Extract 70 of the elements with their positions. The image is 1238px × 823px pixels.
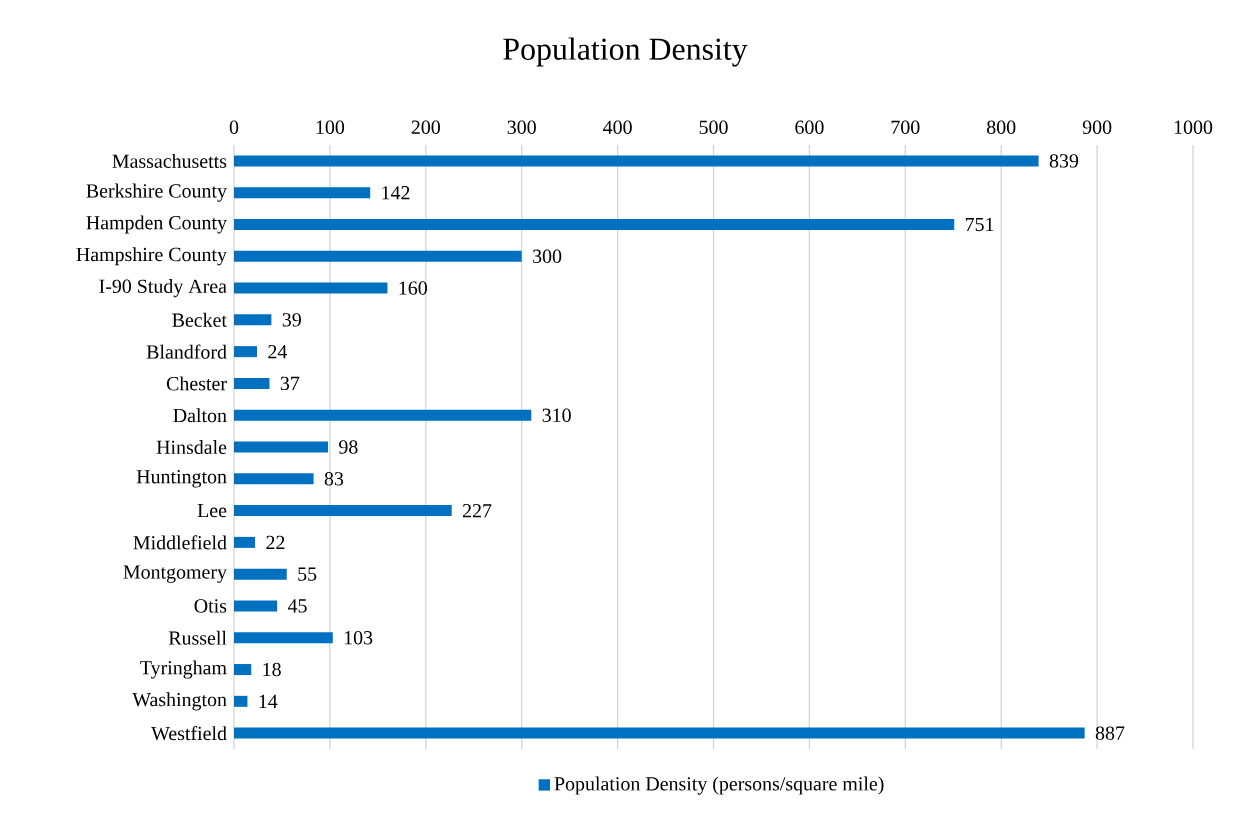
bar bbox=[234, 441, 328, 453]
y-tick-label: Hampshire County bbox=[76, 247, 227, 266]
bar bbox=[234, 187, 371, 199]
bar bbox=[234, 346, 258, 358]
x-tick-label: 800 bbox=[987, 120, 1016, 134]
data-label: 55 bbox=[298, 567, 317, 581]
y-tick-label: Hampden County bbox=[86, 215, 227, 234]
x-tick-label: 1000 bbox=[1174, 120, 1213, 134]
y-tick-label: Russell bbox=[168, 630, 227, 645]
data-label: 310 bbox=[542, 408, 571, 422]
data-label: 14 bbox=[259, 694, 278, 708]
bar bbox=[234, 505, 452, 517]
y-tick-label: Westfield bbox=[151, 725, 227, 741]
bar bbox=[234, 282, 388, 294]
y-tick-label: Massachusetts bbox=[112, 153, 227, 168]
y-tick-label: Middlefield bbox=[133, 535, 227, 550]
bar bbox=[234, 695, 248, 707]
bar bbox=[234, 600, 278, 612]
x-tick-label: 700 bbox=[891, 120, 920, 134]
y-tick-label: Huntington bbox=[136, 470, 227, 488]
x-tick-label: 900 bbox=[1082, 120, 1112, 134]
x-tick-label: 500 bbox=[699, 120, 728, 134]
y-tick-label: Tyringham bbox=[140, 660, 227, 679]
y-tick-label: Berkshire County bbox=[86, 183, 227, 202]
data-label: 22 bbox=[266, 535, 285, 549]
x-tick-label: 100 bbox=[316, 120, 345, 134]
x-tick-label: 200 bbox=[411, 120, 440, 134]
bar bbox=[234, 536, 256, 548]
y-tick-label: I-90 Study Area bbox=[99, 278, 227, 298]
y-tick-label: Otis bbox=[194, 599, 227, 613]
data-label: 39 bbox=[282, 313, 301, 327]
bar bbox=[234, 218, 955, 230]
x-tick-label: 600 bbox=[795, 120, 824, 134]
data-label: 45 bbox=[287, 599, 307, 613]
bar bbox=[234, 568, 287, 580]
bar bbox=[234, 155, 1039, 167]
chart-title: Population Density bbox=[503, 37, 748, 67]
data-label: 37 bbox=[280, 376, 300, 391]
y-tick-label: Montgomery bbox=[123, 565, 227, 583]
bar bbox=[234, 377, 270, 389]
x-tick-label: 300 bbox=[507, 120, 536, 134]
y-tick-label: Hinsdale bbox=[156, 439, 227, 455]
bar bbox=[234, 409, 532, 421]
bar bbox=[234, 473, 314, 485]
data-label: 887 bbox=[1095, 726, 1125, 740]
data-label: 160 bbox=[399, 281, 427, 295]
bar bbox=[234, 314, 272, 326]
bar bbox=[234, 664, 252, 676]
x-tick-label: 0 bbox=[229, 120, 239, 134]
data-label: 751 bbox=[965, 217, 994, 232]
data-label: 839 bbox=[1049, 154, 1079, 168]
bar bbox=[234, 727, 1085, 739]
y-tick-label: Becket bbox=[172, 312, 227, 327]
y-tick-label: Blandford bbox=[146, 344, 227, 359]
data-label: 300 bbox=[533, 249, 562, 263]
data-label: 83 bbox=[324, 472, 344, 486]
bar bbox=[234, 632, 333, 644]
data-label: 227 bbox=[462, 504, 492, 518]
x-tick-label: 400 bbox=[603, 120, 632, 134]
data-label: 103 bbox=[344, 631, 373, 645]
bar bbox=[234, 250, 522, 262]
legend-label: Population Density (persons/square mile) bbox=[554, 776, 884, 795]
data-label: 98 bbox=[339, 440, 358, 454]
y-tick-label: Dalton bbox=[173, 408, 227, 423]
y-tick-label: Chester bbox=[166, 376, 227, 391]
data-label: 24 bbox=[268, 345, 288, 359]
data-label: 142 bbox=[382, 186, 410, 200]
y-tick-label: Washington bbox=[132, 692, 227, 711]
data-label: 18 bbox=[263, 662, 281, 677]
y-tick-label: Lee bbox=[197, 503, 227, 518]
